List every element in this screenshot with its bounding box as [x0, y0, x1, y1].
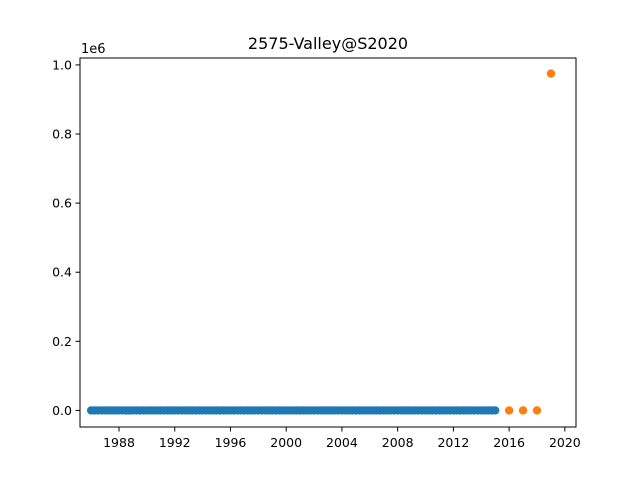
data-point-series-2	[546, 69, 556, 78]
x-tick-label: 2020	[549, 435, 581, 450]
y-tick-label: 0.2	[52, 334, 72, 349]
y-tick-label: 0.8	[52, 127, 72, 142]
data-point-series-2	[504, 406, 514, 415]
y-axis-offset-text: 1e6	[81, 42, 106, 57]
x-tick-label: 1992	[159, 435, 191, 450]
x-tick-label: 2016	[493, 435, 525, 450]
x-tick-label: 2008	[382, 435, 414, 450]
data-point-series-2	[518, 406, 528, 415]
x-tick-label: 2000	[270, 435, 302, 450]
data-point-series-2	[532, 406, 542, 415]
x-tick-label: 1996	[215, 435, 247, 450]
data-points-layer	[86, 69, 556, 415]
plot-frame	[79, 57, 577, 428]
y-tick-label: 0.4	[52, 265, 72, 280]
axes-layer: 1988 1992 1996 2000 2004 2008 2012 2016 2020 0.0 0…	[52, 57, 581, 450]
chart-title: 2575-Valley@S2020	[248, 34, 408, 53]
x-tick-label: 1988	[103, 435, 135, 450]
y-tick-label: 1.0	[52, 57, 72, 72]
data-point-series-1	[490, 406, 500, 415]
y-tick-label: 0.0	[52, 403, 72, 418]
x-tick-label: 2012	[437, 435, 469, 450]
x-tick-label: 2004	[326, 435, 358, 450]
y-tick-label: 0.6	[52, 196, 72, 211]
